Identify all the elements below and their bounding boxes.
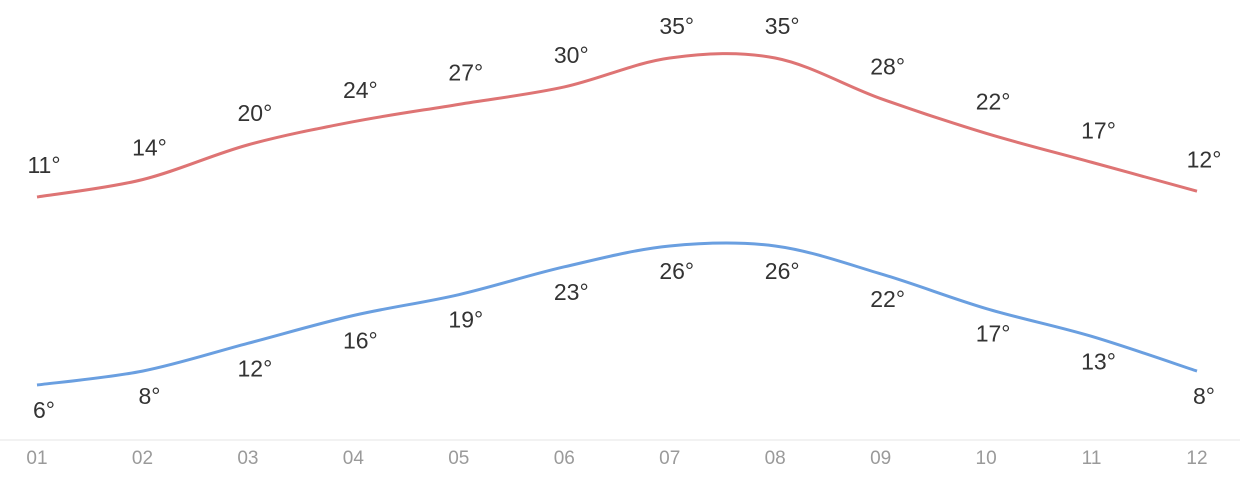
- data-label: 23°: [554, 279, 589, 305]
- data-label: 30°: [554, 42, 589, 68]
- data-label: 8°: [1193, 383, 1215, 409]
- x-tick-label: 11: [1082, 448, 1102, 469]
- x-tick-label: 09: [870, 448, 891, 469]
- x-tick-label: 12: [1186, 448, 1207, 469]
- data-label: 22°: [976, 88, 1011, 114]
- data-label: 13°: [1081, 348, 1116, 374]
- x-tick-label: 01: [26, 448, 47, 469]
- x-tick-label: 02: [132, 448, 153, 469]
- data-label: 28°: [870, 54, 905, 80]
- data-label: 12°: [238, 355, 273, 381]
- x-tick-label: 08: [765, 448, 786, 469]
- series-line: [36, 241, 1198, 387]
- x-tick-label: 03: [237, 448, 258, 469]
- data-label: 20°: [238, 100, 273, 126]
- x-tick-label: 06: [554, 448, 575, 469]
- x-tick-label: 05: [448, 448, 469, 469]
- data-label: 35°: [765, 13, 800, 39]
- data-label: 24°: [343, 77, 378, 103]
- data-label: 17°: [1081, 117, 1116, 143]
- data-label: 19°: [448, 307, 483, 333]
- data-label: 35°: [659, 13, 694, 39]
- data-label: 27°: [448, 59, 483, 85]
- data-label: 12°: [1187, 146, 1222, 172]
- series-line: [36, 52, 1198, 199]
- data-label: 11°: [27, 152, 60, 178]
- data-label: 26°: [659, 258, 694, 284]
- data-label: 22°: [870, 286, 905, 312]
- x-tick-label: 04: [343, 448, 365, 469]
- data-label: 17°: [976, 321, 1011, 347]
- data-label: 26°: [765, 258, 800, 284]
- data-label: 16°: [343, 328, 378, 354]
- x-tick-label: 07: [659, 448, 680, 469]
- data-label: 8°: [138, 383, 160, 409]
- data-label: 14°: [132, 135, 167, 161]
- x-tick-label: 10: [976, 448, 997, 469]
- data-label: 6°: [33, 397, 55, 423]
